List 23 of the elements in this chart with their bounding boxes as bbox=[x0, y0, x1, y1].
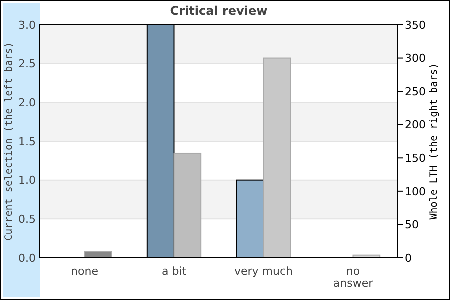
y-tick-label: 1.0 bbox=[18, 174, 36, 188]
y-tick-label: 2.0 bbox=[18, 96, 36, 110]
y2-axis-title: Whole LTH (the right bars) bbox=[429, 63, 440, 220]
x-tick-label: none bbox=[71, 265, 99, 278]
y-tick-label: 1.5 bbox=[18, 135, 36, 148]
y2-tick-label: 50 bbox=[405, 218, 419, 232]
y2-tick-label: 100 bbox=[405, 185, 426, 198]
y2-tick-label: 0 bbox=[405, 252, 412, 265]
bar bbox=[263, 58, 292, 258]
y2-tick-label: 350 bbox=[405, 18, 426, 32]
y-tick-label: 2.5 bbox=[18, 58, 36, 71]
y-tick-label: 0.0 bbox=[18, 252, 36, 265]
x-tick-label: very much bbox=[234, 265, 294, 278]
y-tick-label: 3.0 bbox=[18, 18, 36, 32]
chart-title: Critical review bbox=[170, 4, 268, 18]
y2-tick-label: 300 bbox=[405, 52, 426, 66]
x-tick-label: a bit bbox=[162, 265, 188, 278]
y-axis-title: Current selection (the left bars) bbox=[4, 42, 15, 241]
y2-tick-label: 150 bbox=[405, 152, 426, 165]
y-tick-label: 0.5 bbox=[18, 213, 36, 226]
x-tick-label: no answer bbox=[333, 265, 374, 290]
y2-tick-label: 250 bbox=[405, 85, 426, 98]
y2-tick-label: 200 bbox=[405, 118, 426, 132]
